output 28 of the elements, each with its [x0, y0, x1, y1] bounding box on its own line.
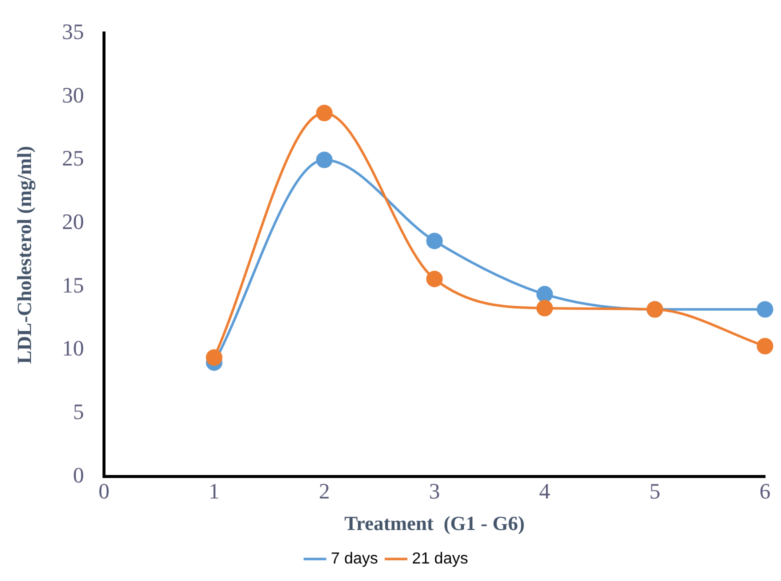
- x-tick-label: 3: [429, 478, 440, 504]
- x-tick-label: 2: [318, 478, 330, 504]
- point: [426, 232, 443, 250]
- point: [756, 338, 774, 354]
- point: [756, 301, 774, 318]
- x-tick-label: 0: [98, 478, 110, 504]
- point: [426, 270, 443, 288]
- y-tick-label: 20: [62, 209, 84, 234]
- point: [316, 104, 333, 122]
- y-tick-label: 15: [62, 272, 84, 298]
- y-axis-title: LDL-Cholesterol (mg/ml): [14, 146, 36, 364]
- x-axis-title: Treatment (G1 - G6): [344, 513, 525, 536]
- y-tick-label: 25: [62, 146, 84, 171]
- point: [206, 349, 222, 366]
- y-tick-label: 0: [73, 462, 84, 488]
- x-tick-label: 1: [208, 478, 220, 504]
- y-tick-label: 5: [73, 399, 84, 424]
- point: [316, 152, 333, 168]
- y-tick-label: 30: [62, 82, 84, 108]
- point: [536, 286, 553, 302]
- x-tick-label: 4: [539, 478, 550, 504]
- y-tick-label: 10: [62, 336, 84, 361]
- legend-label: 7 days: [330, 550, 378, 568]
- point: [536, 300, 553, 316]
- x-tick-label: 6: [760, 478, 770, 504]
- legend-label: 21 days: [412, 550, 468, 568]
- y-tick-label: 35: [62, 18, 84, 44]
- x-tick-label: 5: [649, 478, 660, 504]
